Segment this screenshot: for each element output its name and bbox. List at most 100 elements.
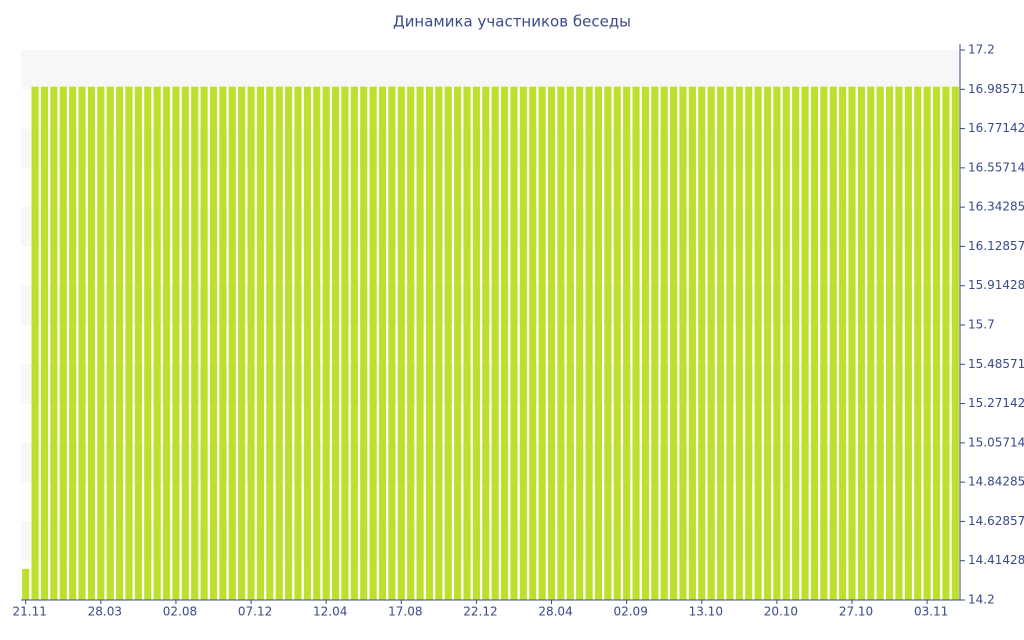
x-tick-label: 28.03 [88,605,122,619]
bar [472,86,480,600]
grid-band [21,442,960,483]
y-tick-label: 15.057143 [968,435,1024,449]
bar [444,86,452,600]
bar [904,86,912,600]
bar [125,86,133,600]
y-tick-label: 15.271429 [968,396,1024,410]
bar [491,86,499,600]
bar [857,86,865,600]
bar [660,86,668,600]
bar [313,86,321,600]
bar [801,86,809,600]
y-tick-label: 16.985714 [968,82,1024,96]
bar [557,86,565,600]
bar [200,86,208,600]
bar [134,86,142,600]
bar [745,86,753,600]
y-tick-label: 16.342857 [968,200,1024,214]
bar [256,86,265,600]
bar [613,86,621,600]
bar [482,86,490,600]
bar [116,86,124,600]
bar [698,86,706,600]
grid-band [21,207,960,247]
bar [181,86,189,600]
bar [867,86,875,600]
bar [153,86,161,600]
bar [641,86,650,600]
y-tick-label: 14.414286 [968,553,1024,567]
bar [87,86,95,600]
bar [247,86,255,600]
bar [951,86,959,600]
bar [632,86,640,600]
bar [895,86,903,600]
bar [50,86,58,600]
bar [538,86,546,600]
y-tick-label: 16.557143 [968,160,1024,174]
grid-band [21,128,960,168]
bar [547,86,556,600]
bar [22,568,30,600]
bar [763,86,772,600]
bar [360,86,368,600]
bar [810,86,819,600]
bar [942,86,950,600]
bar [275,86,283,600]
bar [688,86,696,600]
bar [435,86,443,600]
bar [407,86,415,600]
bar [266,86,274,600]
bar [31,86,39,600]
y-tick-label: 15.914286 [968,278,1024,292]
x-tick-label: 02.09 [613,605,647,619]
bar [69,86,77,600]
bar [501,86,509,600]
bar [707,86,715,600]
x-tick-label: 02.08 [163,605,197,619]
bar [932,86,941,600]
bar [378,86,387,600]
x-tick-label: 12.04 [313,605,347,619]
bar [914,86,922,600]
bar [78,86,86,600]
bar [782,86,790,600]
bar [97,86,105,600]
bar [425,86,434,600]
y-tick-label: 15.7 [968,318,995,332]
x-tick-label: 17.08 [388,605,422,619]
bar [670,86,678,600]
bar [726,86,734,600]
bar [773,86,781,600]
bar [839,86,847,600]
bar [40,86,49,600]
bar [829,86,837,600]
bar [238,86,246,600]
bar [529,86,537,600]
bar [623,86,631,600]
y-tick-label: 14.842857 [968,475,1024,489]
bar [886,86,894,600]
bar [585,86,593,600]
bar [341,86,349,600]
bar [228,86,236,600]
bar [106,86,114,600]
bar [209,86,218,600]
bar [191,86,199,600]
bar [285,86,293,600]
bar [397,86,405,600]
y-tick-label: 15.485714 [968,357,1024,371]
bar [294,86,302,600]
bar [651,86,659,600]
x-tick-label: 27.10 [839,605,873,619]
bar [735,86,743,600]
grid-band [21,285,960,325]
grid-band [21,50,960,90]
bar [369,86,377,600]
bar [510,86,518,600]
bar [566,86,574,600]
bar [876,86,884,600]
bar [144,86,152,600]
bar [754,86,762,600]
